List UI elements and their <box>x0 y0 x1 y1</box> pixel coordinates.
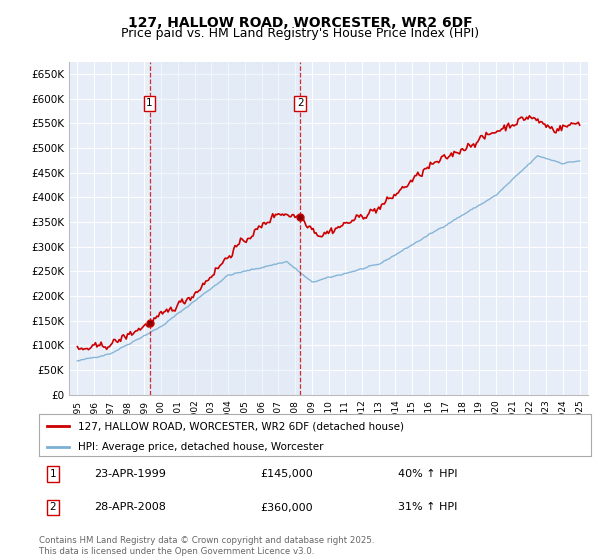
Text: 28-APR-2008: 28-APR-2008 <box>94 502 166 512</box>
Text: £360,000: £360,000 <box>260 502 313 512</box>
Text: 1: 1 <box>49 469 56 479</box>
Bar <box>149 62 301 395</box>
Text: 23-APR-1999: 23-APR-1999 <box>94 469 166 479</box>
Text: HPI: Average price, detached house, Worcester: HPI: Average price, detached house, Worc… <box>77 442 323 452</box>
Text: 40% ↑ HPI: 40% ↑ HPI <box>398 469 457 479</box>
Text: 127, HALLOW ROAD, WORCESTER, WR2 6DF (detached house): 127, HALLOW ROAD, WORCESTER, WR2 6DF (de… <box>77 421 404 431</box>
Text: 31% ↑ HPI: 31% ↑ HPI <box>398 502 457 512</box>
Text: 2: 2 <box>297 98 304 108</box>
Text: 2: 2 <box>49 502 56 512</box>
Text: 1: 1 <box>146 98 153 108</box>
Text: Price paid vs. HM Land Registry's House Price Index (HPI): Price paid vs. HM Land Registry's House … <box>121 27 479 40</box>
Text: 127, HALLOW ROAD, WORCESTER, WR2 6DF: 127, HALLOW ROAD, WORCESTER, WR2 6DF <box>128 16 472 30</box>
Text: £145,000: £145,000 <box>260 469 313 479</box>
Text: Contains HM Land Registry data © Crown copyright and database right 2025.
This d: Contains HM Land Registry data © Crown c… <box>39 536 374 556</box>
